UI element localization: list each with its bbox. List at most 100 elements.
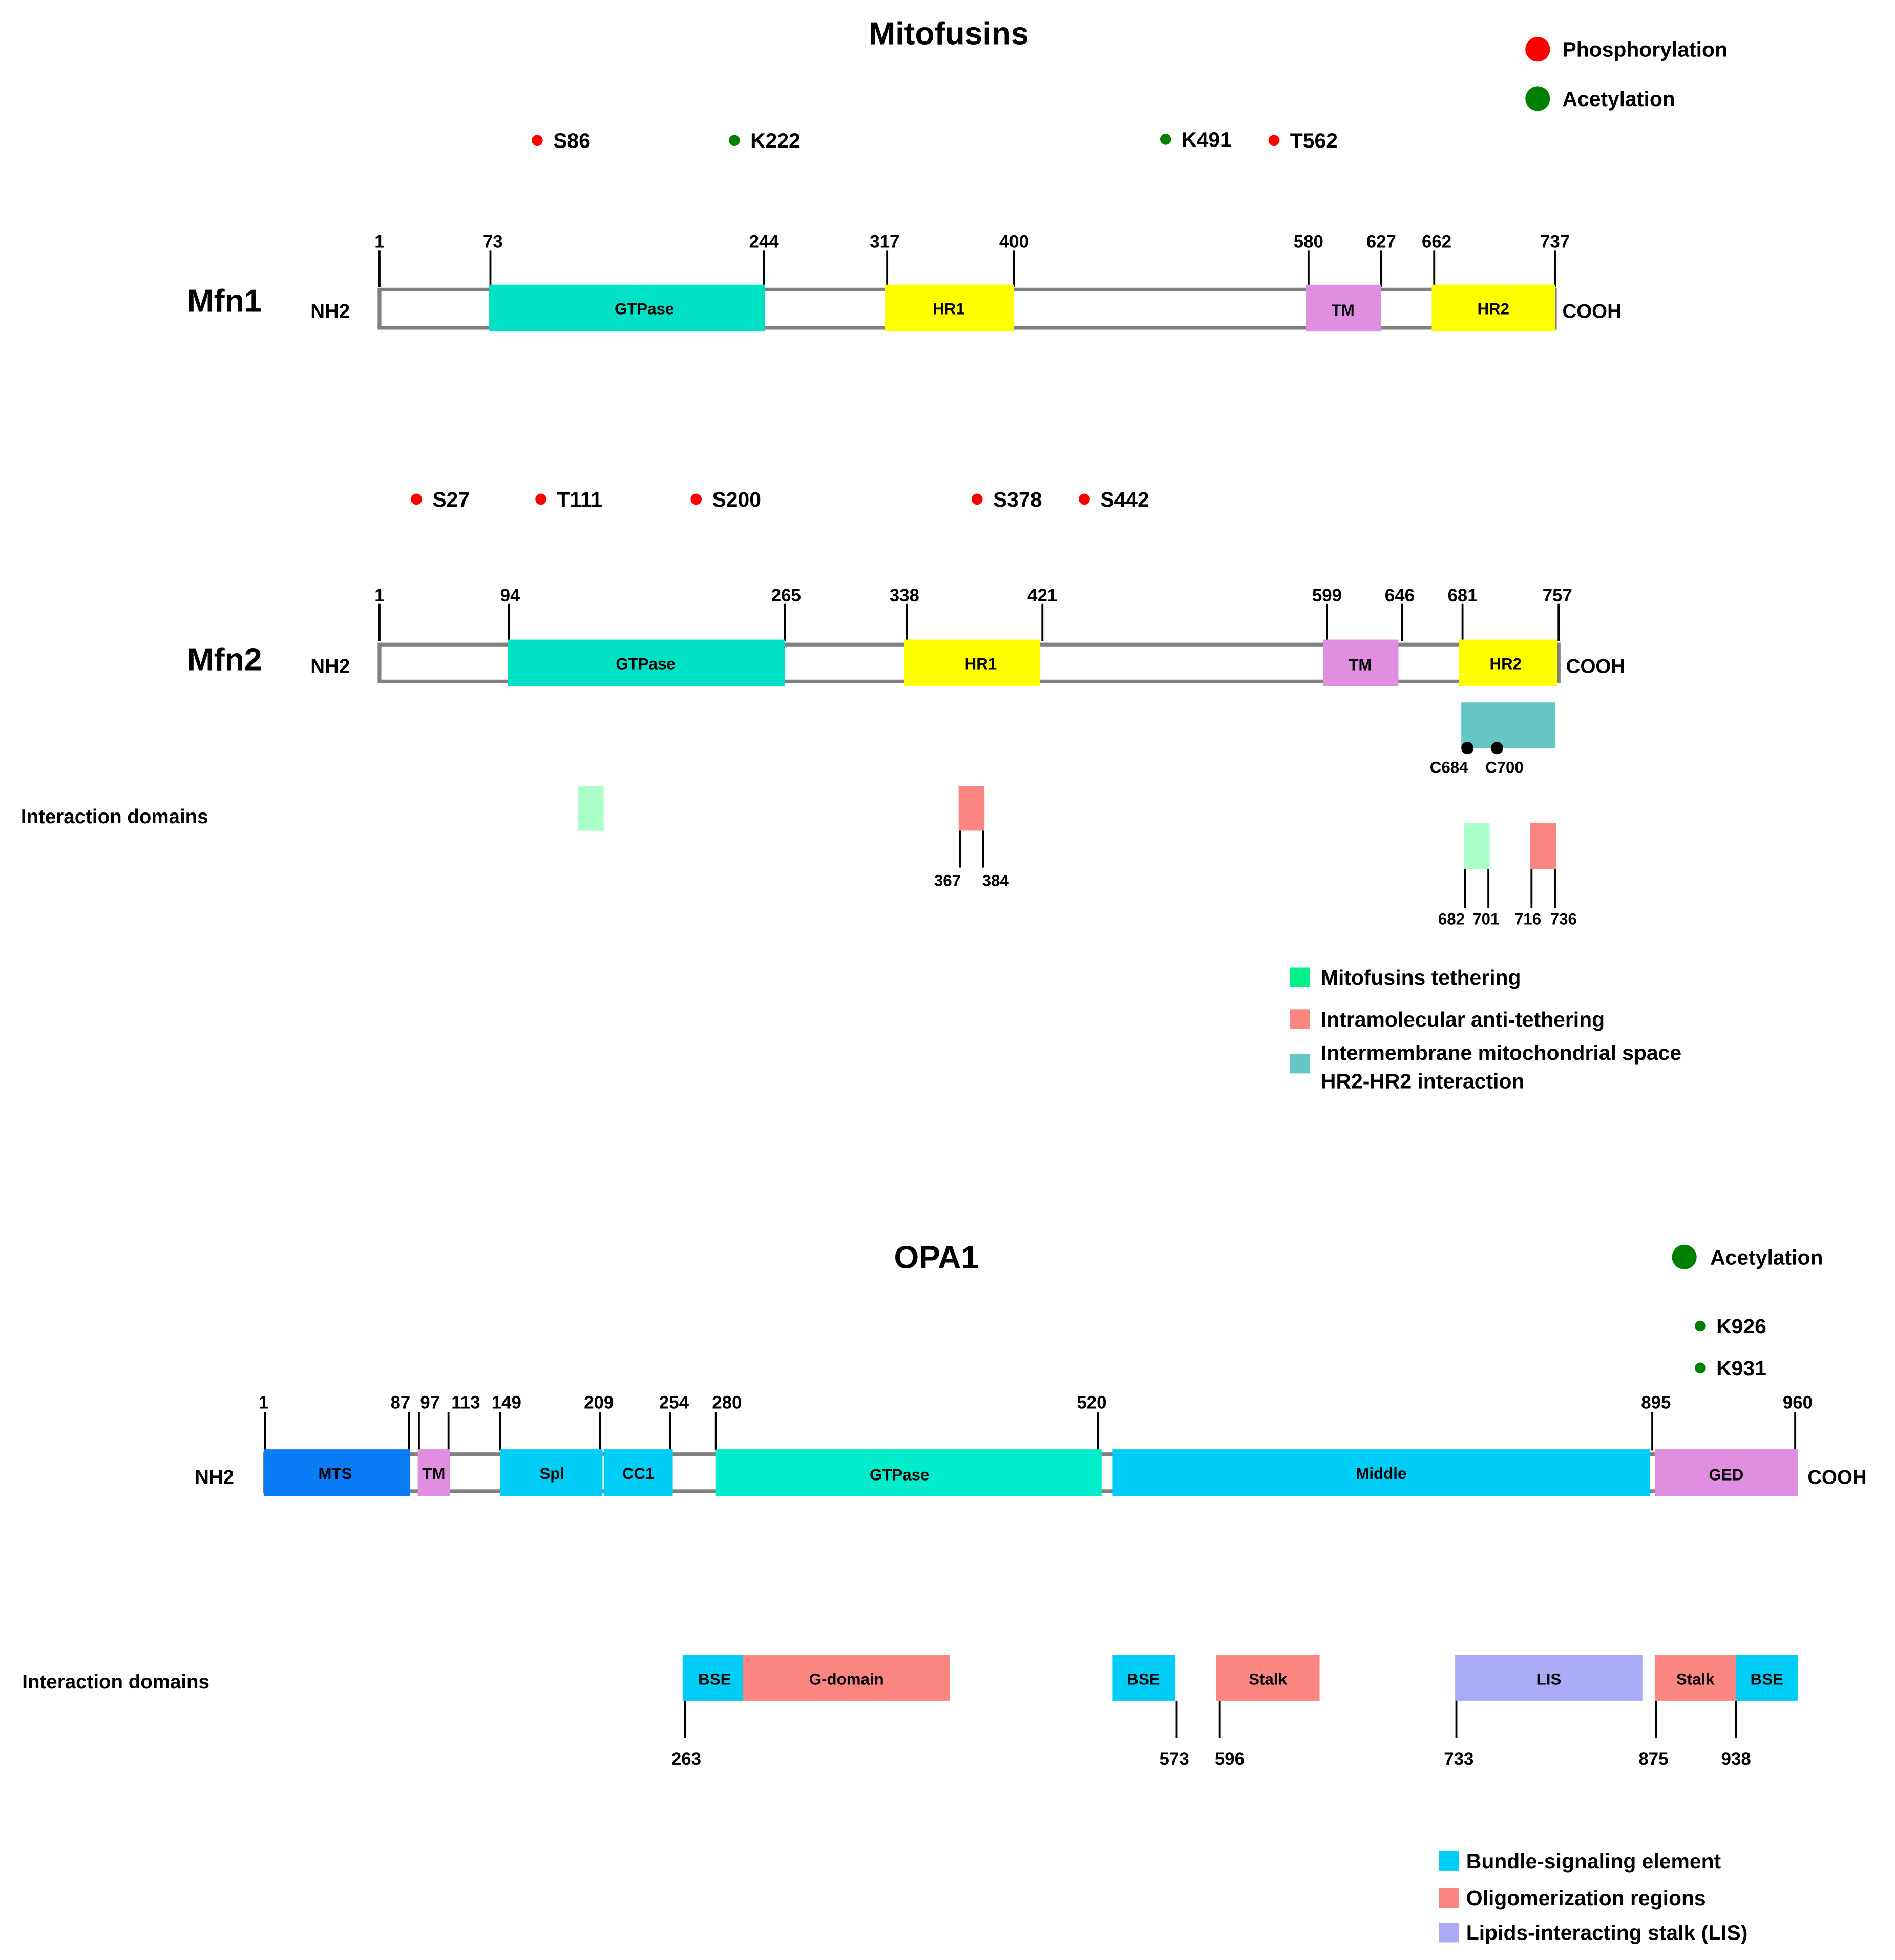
domain-label: MTS (318, 1465, 352, 1483)
domain-label: HR2 (1490, 655, 1522, 673)
position-label: 681 (1447, 586, 1477, 606)
legend-swatch (1439, 1851, 1459, 1871)
tethering-box (578, 786, 604, 831)
mfn1-sites: S86 K222 K491 T562 (532, 128, 1338, 153)
interaction-stalk (1654, 1655, 1736, 1701)
interaction-stalk (1216, 1655, 1320, 1701)
position-label: 209 (584, 1393, 614, 1413)
acetylation-legend-dot (1525, 86, 1550, 111)
site-dot (532, 135, 543, 147)
opa1-title: OPA1 (894, 1239, 979, 1275)
position-label: 73 (483, 232, 503, 252)
domain-label: TM (1349, 656, 1372, 674)
domain-middle (1112, 1449, 1650, 1496)
position-label: 580 (1294, 232, 1323, 252)
position-label: 596 (1215, 1749, 1245, 1769)
mfn1-domains: GTPase HR1 TM HR2 (489, 284, 1555, 332)
opa1-positions: 1 87 97 113 149 209 254 280 520 895 960 (259, 1393, 1813, 1451)
mfn2-nh2: NH2 (310, 656, 350, 678)
interaction-label: G-domain (809, 1671, 884, 1688)
position-label: 94 (500, 586, 520, 606)
position-label: 244 (749, 232, 779, 252)
interaction-label: BSE (698, 1671, 731, 1688)
phosphorylation-legend-label: Phosphorylation (1562, 38, 1727, 61)
position-label: 1 (374, 586, 384, 606)
legend-swatch (1290, 1053, 1310, 1074)
position-label: 280 (712, 1393, 742, 1413)
legend-label: Oligomerization regions (1466, 1886, 1706, 1910)
position-label: 682 (1438, 910, 1465, 928)
site-dot (1695, 1320, 1706, 1332)
position-label: 716 (1514, 910, 1541, 928)
cysteine-label: C684 (1430, 758, 1468, 776)
domain-label: TM (422, 1465, 445, 1483)
mfn2-cooh: COOH (1566, 656, 1625, 678)
domain-label: HR1 (965, 655, 997, 673)
domain-label: HR2 (1477, 300, 1509, 318)
site-dot (690, 493, 702, 505)
domain-tm (417, 1449, 450, 1496)
mfn1-positions: 1 73 244 317 400 580 627 662 737 (374, 232, 1570, 287)
position-label: 317 (870, 232, 899, 252)
opa1-interaction-boxes: BSE G-domain BSE Stalk LIS Stalk BSE 263… (671, 1655, 1798, 1769)
mfn2-name: Mfn2 (187, 642, 262, 678)
site-label: S200 (712, 488, 761, 511)
interaction-lis (1455, 1655, 1643, 1701)
domain-label: Middle (1356, 1465, 1406, 1483)
interaction-bse (682, 1655, 743, 1701)
domain-label: GTPase (615, 300, 674, 318)
domain-label: CC1 (622, 1465, 655, 1483)
legend-label: Intermembrane mitochondrial space (1321, 1041, 1681, 1065)
domain-gtpase (489, 284, 765, 332)
cysteine-label: C700 (1485, 758, 1524, 776)
site-label: S86 (553, 129, 591, 153)
position-label: 113 (451, 1393, 480, 1413)
domain-ged (1654, 1449, 1798, 1496)
anti-tethering-box (958, 786, 985, 831)
position-label: 384 (982, 872, 1009, 890)
domain-hr2 (1431, 284, 1555, 332)
interaction-label: Stalk (1249, 1671, 1287, 1688)
legend-label: Lipids-interacting stalk (LIS) (1466, 1921, 1748, 1945)
interaction-bse (1736, 1655, 1798, 1701)
position-label: 400 (999, 232, 1029, 252)
interaction-label: LIS (1536, 1671, 1562, 1688)
opa1-sites: K926 K931 (1695, 1315, 1766, 1380)
position-label: 733 (1444, 1749, 1473, 1769)
mitofusins-domain-legend: Mitofusins tethering Intramolecular anti… (1290, 966, 1681, 1093)
position-label: 87 (390, 1393, 410, 1413)
position-label: 757 (1543, 586, 1572, 606)
cysteine-dot (1490, 742, 1503, 755)
site-dot (535, 493, 546, 505)
cysteine-dot (1461, 742, 1474, 755)
site-label: K222 (750, 129, 801, 153)
legend-label: Mitofusins tethering (1321, 966, 1521, 989)
interaction-label: Stalk (1676, 1671, 1715, 1688)
legend-label-line2: HR2-HR2 interaction (1321, 1069, 1524, 1093)
domain-cc1 (603, 1449, 673, 1496)
position-label: 263 (671, 1749, 701, 1769)
mfn2-positions: 1 94 265 338 421 599 646 681 757 (374, 586, 1572, 641)
domain-spl (500, 1449, 603, 1496)
site-dot (1695, 1362, 1706, 1374)
legend-swatch (1290, 967, 1310, 987)
site-dot (971, 493, 983, 505)
position-label: 338 (890, 586, 919, 606)
position-label: 895 (1641, 1393, 1671, 1413)
hr2-hr2-interaction-box (1461, 702, 1555, 748)
mfn2-domains: GTPase HR1 TM HR2 (508, 639, 1557, 686)
site-dot (728, 135, 740, 147)
acetylation-legend-dot (1672, 1244, 1697, 1269)
opa1-nh2: NH2 (195, 1466, 234, 1488)
site-label: K491 (1182, 128, 1232, 151)
position-label: 520 (1077, 1393, 1106, 1413)
site-dot (1079, 493, 1090, 505)
mfn2-sites: S27 T111 S200 S378 S442 (411, 488, 1149, 511)
mfn2-interaction-boxes: 367 384 682 701 716 736 (578, 786, 1577, 928)
domain-tm (1306, 284, 1381, 332)
position-label: 736 (1550, 910, 1577, 928)
site-label: S27 (432, 488, 470, 511)
position-label: 421 (1027, 586, 1057, 606)
